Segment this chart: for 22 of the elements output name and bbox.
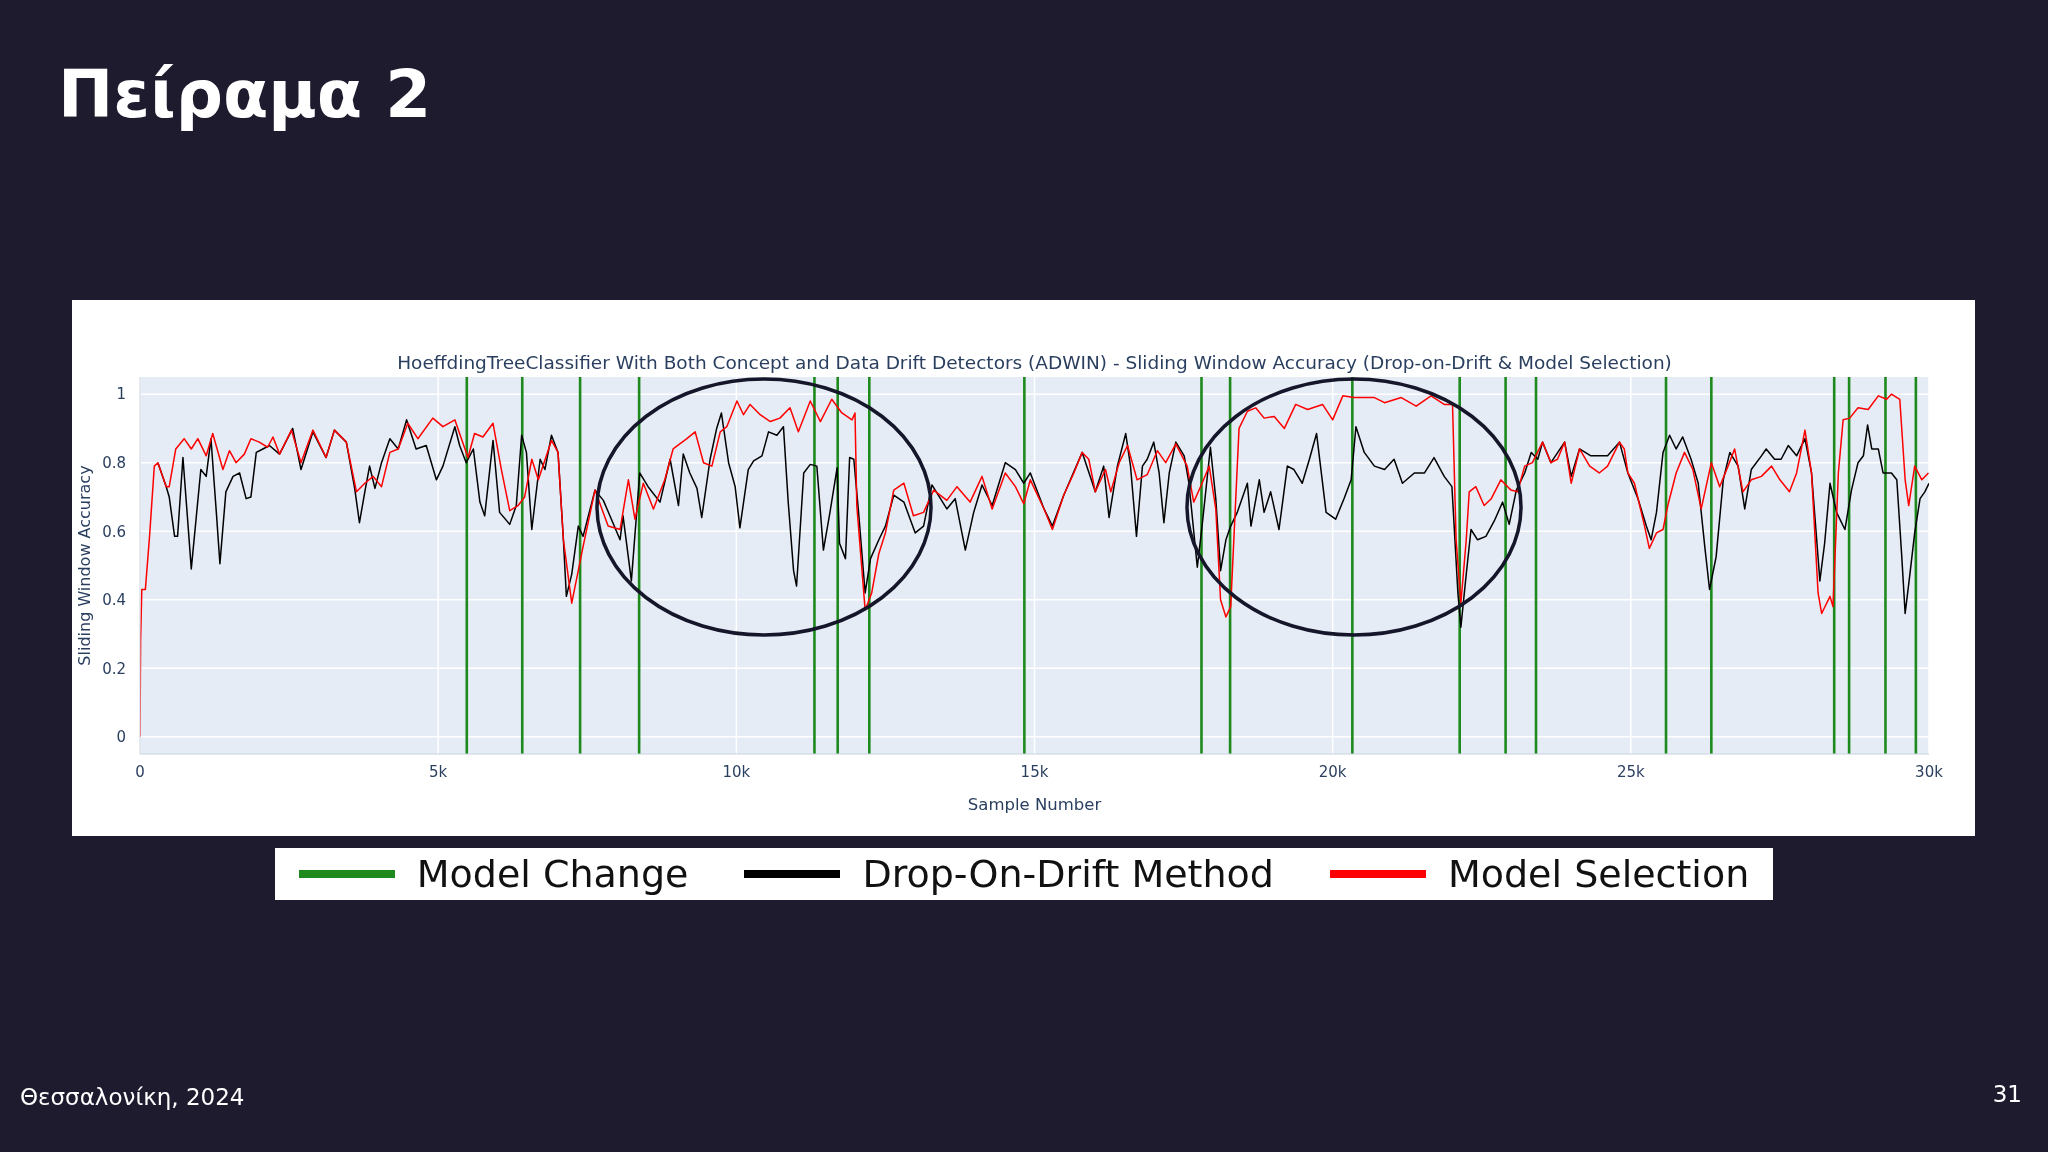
x-tick-label: 0: [135, 762, 145, 781]
y-tick-label: 1: [116, 385, 126, 404]
x-tick-label: 5k: [429, 762, 448, 781]
legend-label: Model Change: [416, 852, 689, 896]
x-tick-label: 20k: [1318, 762, 1347, 781]
y-tick-label: 0.4: [102, 591, 126, 610]
x-tick-label: 30k: [1915, 762, 1944, 781]
y-tick-label: 0.2: [102, 659, 126, 678]
text: 31: [1992, 1081, 2022, 1107]
x-tick-label: 10k: [722, 762, 751, 781]
legend-label: Drop-On-Drift Method: [862, 852, 1274, 896]
chart-subtitle: HoeffdingTreeClassifier With Both Concept and Data Drift Detectors (ADWIN) - Sliding Window Accuracy (Drop-on-Drift & Model Selection): [396, 352, 1673, 373]
y-axis-title: Sliding Window Accuracy: [74, 465, 94, 666]
y-tick-label: 0: [116, 728, 126, 747]
x-tick-label: 25k: [1616, 762, 1646, 781]
y-tick-label: 0.6: [102, 522, 126, 541]
legend-label: Model Selection: [1447, 852, 1750, 896]
x-tick-label: 15k: [1020, 762, 1049, 781]
chart-title: Πείραμα 2: [58, 56, 432, 133]
x-axis-title: Sample Number: [967, 795, 1102, 814]
y-tick-label: 0.8: [102, 454, 126, 473]
text: Θεσσαλονίκη, 2024: [20, 1084, 245, 1110]
